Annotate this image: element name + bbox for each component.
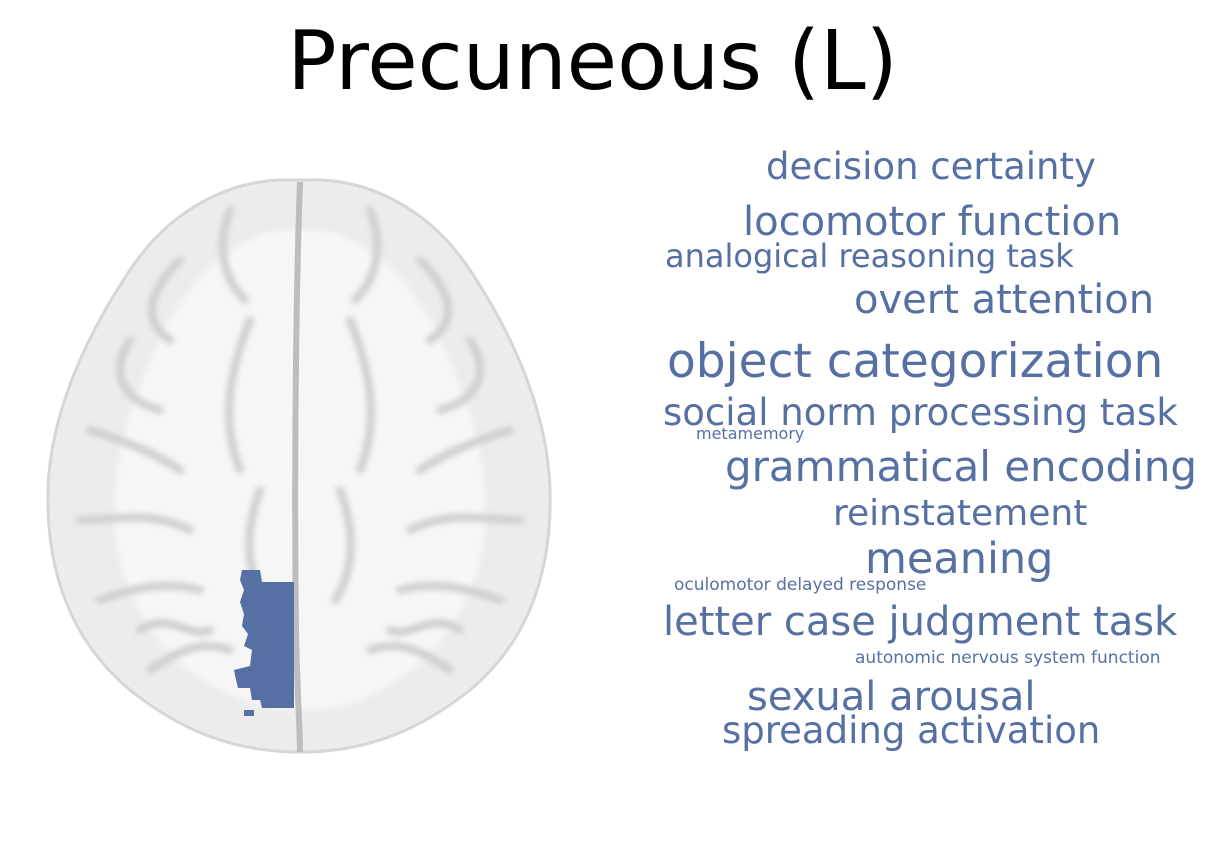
brain-axial-slice (30, 170, 570, 770)
brain-svg (46, 178, 552, 754)
figure-title: Precuneous (L) (287, 14, 898, 109)
highlighted-region-fragment (244, 710, 254, 716)
term-meaning: meaning (865, 534, 1054, 584)
term-analogical-reasoning-task: analogical reasoning task (665, 237, 1074, 275)
term-metamemory: metamemory (696, 424, 805, 443)
white-matter (114, 230, 486, 710)
term-sexual-arousal: sexual arousal (747, 674, 1036, 720)
term-overt-attention: overt attention (854, 277, 1155, 323)
term-decision-certainty: decision certainty (766, 145, 1096, 188)
sulci (76, 206, 524, 674)
term-locomotor-function: locomotor function (743, 199, 1122, 245)
term-object-categorization: object categorization (667, 334, 1164, 389)
term-social-norm-processing-task: social norm processing task (663, 391, 1178, 434)
term-reinstatement: reinstatement (833, 493, 1088, 534)
term-oculomotor-delayed-response: oculomotor delayed response (674, 575, 927, 595)
term-grammatical-encoding: grammatical encoding (725, 442, 1198, 491)
term-letter-case-judgment-task: letter case judgment task (663, 599, 1178, 645)
word-cloud: decision certainty locomotor function an… (600, 130, 1215, 780)
longitudinal-fissure (292, 181, 303, 753)
term-autonomic-nervous-system-function: autonomic nervous system function (855, 648, 1161, 668)
highlighted-region-precuneus (234, 570, 294, 708)
term-spreading-activation: spreading activation (722, 709, 1101, 752)
